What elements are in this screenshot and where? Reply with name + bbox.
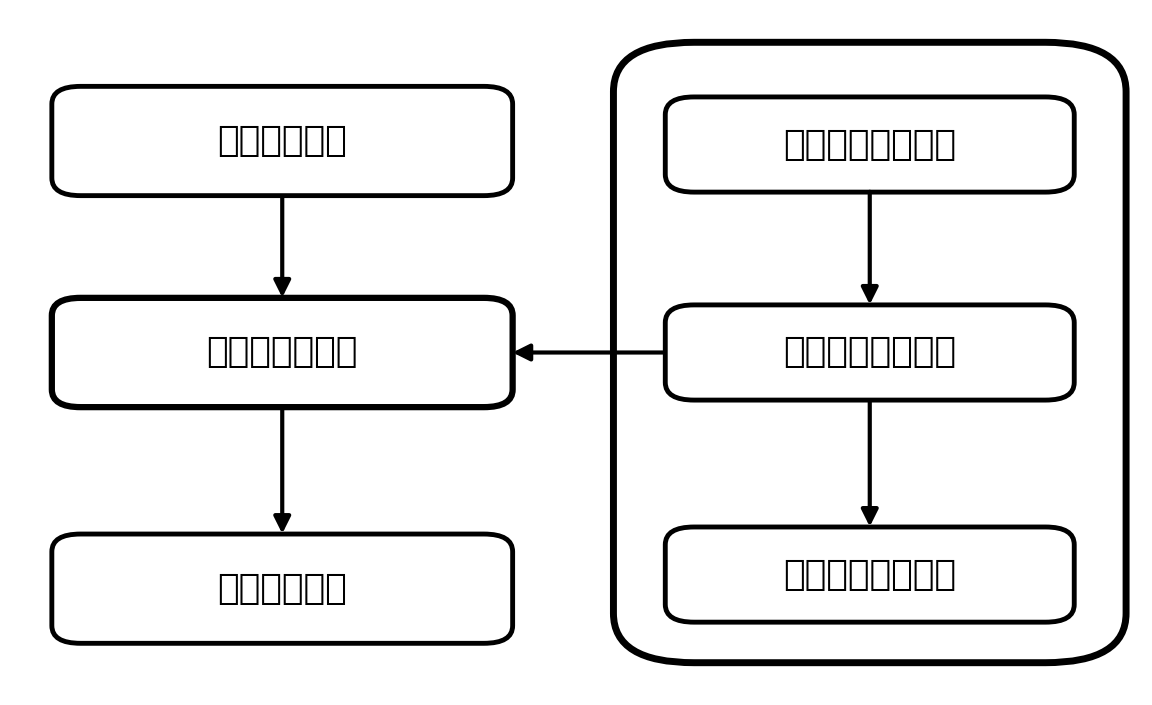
FancyBboxPatch shape [613,42,1126,663]
Text: 数据结构修改模块: 数据结构修改模块 [783,128,956,161]
FancyBboxPatch shape [52,86,513,195]
FancyBboxPatch shape [665,527,1074,623]
Text: 集计物理站点模块: 集计物理站点模块 [783,558,956,591]
FancyBboxPatch shape [52,298,513,407]
FancyBboxPatch shape [52,534,513,643]
FancyBboxPatch shape [665,97,1074,192]
Text: 数据采集模块: 数据采集模块 [218,124,347,158]
Text: 数据过滤处理模块: 数据过滤处理模块 [783,336,956,369]
FancyBboxPatch shape [665,305,1074,400]
Text: 数据预处理模块: 数据预处理模块 [206,336,358,369]
Text: 结果计算模块: 结果计算模块 [218,572,347,606]
